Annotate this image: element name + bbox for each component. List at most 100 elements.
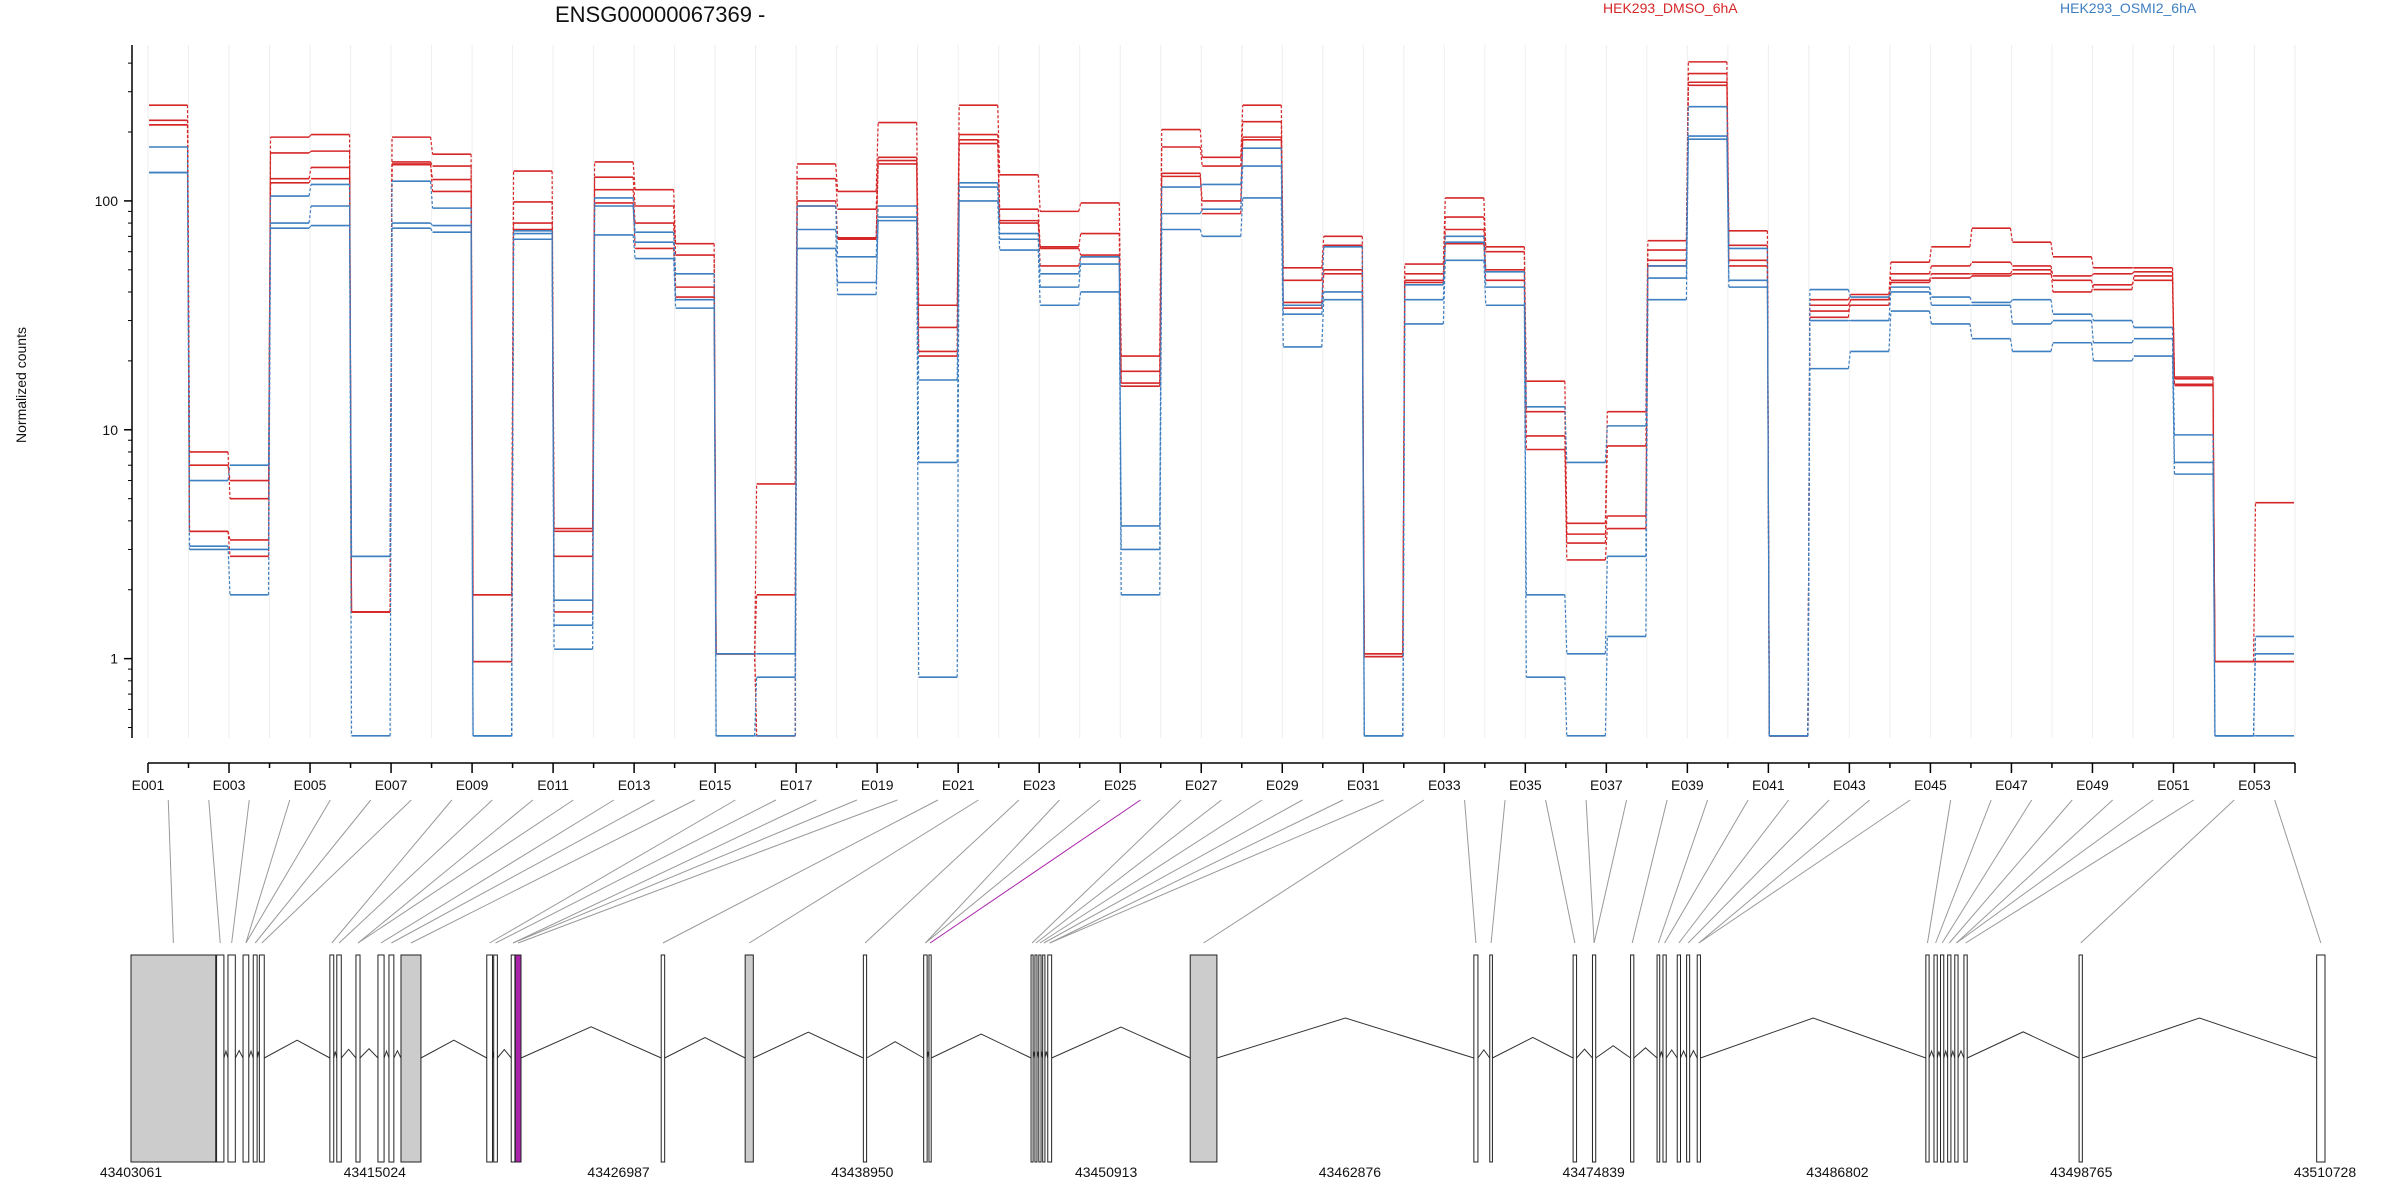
data-connector (754, 483, 758, 654)
data-connector (632, 189, 636, 224)
x-tick-label: E021 (942, 777, 975, 793)
data-connector (1361, 299, 1365, 736)
intron-line (753, 1031, 864, 1059)
exon-block (514, 954, 522, 1163)
data-connector (875, 160, 879, 238)
data-connector (835, 205, 839, 257)
data-connector (997, 200, 1001, 251)
data-connector (1564, 449, 1568, 560)
y-axis-label: Normalized counts (13, 327, 29, 443)
x-tick-label: E009 (456, 777, 489, 793)
data-connector (592, 234, 596, 650)
data-connector (1078, 248, 1082, 256)
exon-block (252, 954, 258, 1163)
data-connector (1321, 299, 1325, 348)
exon-block (227, 954, 236, 1163)
exon-connector (1698, 799, 1911, 944)
intron-line (1665, 1049, 1678, 1059)
data-connector (1969, 296, 1973, 303)
data-connector (1078, 233, 1082, 247)
exon-block (216, 954, 225, 1163)
data-connector (835, 229, 839, 283)
data-connector (1442, 242, 1446, 300)
data-connector (227, 451, 231, 499)
genomic-coordinate-axis: 43403061 43415024 43426987 43438950 43450913… (100, 1164, 2357, 1180)
data-connector (1847, 299, 1851, 318)
exon-connector (1545, 799, 1576, 944)
legend-entry-dmso: HEK293_DMSO_6hA (1603, 0, 1738, 16)
data-connector (1847, 351, 1851, 369)
x-tick-label: E033 (1428, 777, 1461, 793)
genomic-tick-label: 43510728 (2294, 1164, 2357, 1180)
data-connector (794, 248, 798, 736)
x-tick-label: E015 (699, 777, 732, 793)
series-line (149, 72, 2294, 737)
exon-block (744, 954, 754, 1163)
intron-line (1659, 1051, 1664, 1059)
data-connector (1240, 121, 1244, 167)
data-connector (2009, 305, 2014, 325)
data-connector (1037, 174, 1041, 212)
exon-block (923, 954, 928, 1163)
data-connector (2131, 271, 2135, 275)
exon-block (1925, 954, 1930, 1163)
data-connector (308, 150, 312, 154)
x-tick-label: E013 (618, 777, 651, 793)
exon-connector (929, 799, 1141, 944)
data-connector (1442, 260, 1446, 324)
exon-connector (1941, 799, 2033, 944)
data-connector (1078, 263, 1082, 288)
data-connector (2090, 342, 2095, 361)
data-connector (713, 308, 717, 736)
exon-block (1473, 954, 1479, 1163)
exon-connector (925, 799, 1101, 944)
exon-block (1686, 954, 1691, 1163)
data-connector (673, 232, 677, 274)
exon-block (400, 954, 422, 1163)
data-connector (1240, 148, 1244, 185)
exon-connector (1464, 799, 1477, 944)
exon-block (493, 954, 498, 1163)
exon-block (1030, 954, 1034, 1163)
exon-connector (245, 799, 331, 944)
data-connector (2131, 275, 2135, 290)
data-connector (227, 531, 231, 557)
intron-line (359, 1048, 379, 1059)
exon-block (1489, 954, 1493, 1163)
data-connector (1847, 299, 1851, 306)
data-connector (1645, 265, 1649, 529)
x-tick-label: E053 (2238, 777, 2271, 793)
exon-connector (380, 799, 615, 944)
x-tick-label: E035 (1509, 777, 1542, 793)
data-connector (308, 178, 312, 184)
data-connector (1159, 229, 1163, 595)
data-connector (2252, 653, 2257, 736)
exon-block (258, 954, 265, 1163)
exon-block (1940, 954, 1945, 1163)
data-connector (1928, 265, 1932, 275)
exon-connector (357, 799, 534, 944)
series-line (149, 61, 2294, 737)
y-tick-label: 10 (102, 422, 118, 438)
x-tick-label: E007 (375, 777, 408, 793)
data-connector (1685, 139, 1689, 300)
exon-connector (1948, 799, 2073, 944)
data-connector (1240, 197, 1244, 237)
exon-connector (1935, 799, 1992, 944)
exon-connector (1203, 799, 1425, 944)
intron-line (866, 1041, 924, 1059)
exon-connector (245, 799, 291, 944)
data-connector (2050, 265, 2054, 277)
data-connector (1645, 265, 1649, 426)
data-connector (2171, 271, 2176, 379)
intron-line (930, 1033, 1032, 1059)
exon-connector (1031, 799, 1182, 944)
exon-connector (1585, 799, 1595, 944)
data-connector (1969, 228, 1973, 247)
exon-connector (1593, 799, 1628, 944)
genomic-tick-label: 43450913 (1075, 1164, 1138, 1180)
genomic-tick-label: 43426987 (587, 1164, 650, 1180)
data-connector (673, 258, 677, 309)
exon-connector (357, 799, 574, 944)
exon-block (1656, 954, 1661, 1163)
